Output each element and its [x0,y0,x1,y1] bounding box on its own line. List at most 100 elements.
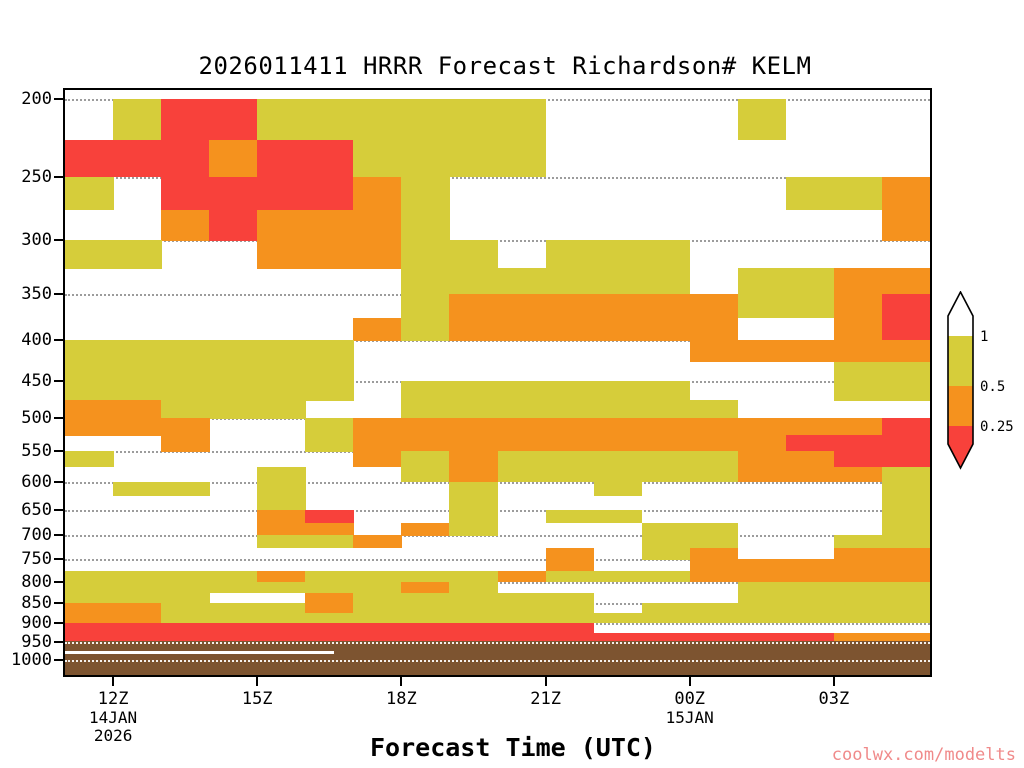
heatmap-cell [257,613,306,624]
heatmap-cell [497,603,547,614]
heatmap-cell [689,547,739,560]
heatmap-cell [449,400,499,419]
heatmap-cell [65,400,114,419]
heatmap-cell [305,209,354,241]
heatmap-cell [305,581,354,594]
heatmap-cell [449,495,499,511]
heatmap-cell [353,581,402,594]
heatmap-cell [353,451,402,468]
heatmap-cell [497,613,547,624]
heatmap-cell [545,451,595,468]
heatmap-cell [785,176,835,211]
heatmap-cell [449,632,499,643]
y-axis-label: 200 [21,88,52,109]
heatmap-cell [641,603,691,614]
surface-gridline-950 [65,641,930,644]
y-axis-tick [54,602,64,604]
heatmap-cell [881,603,930,614]
heatmap-cell [737,581,787,594]
heatmap-cell [545,592,595,604]
heatmap-cell [113,400,162,419]
heatmap-cell [593,570,643,583]
heatmap-cell [257,381,306,401]
heatmap-cell [833,361,883,382]
heatmap-cell [737,559,787,572]
y-axis-label: 1000 [11,649,52,670]
heatmap-cell [305,509,354,524]
y-axis-label: 700 [21,525,52,546]
heatmap-cell [305,139,354,178]
heatmap-cell [209,400,258,419]
heatmap-cell [641,268,691,295]
heatmap-cell [257,139,306,178]
gridline-700 [65,535,930,538]
heatmap-cell [545,559,595,572]
heatmap-cell [449,268,499,295]
heatmap-cell [209,613,258,624]
heatmap-cell [641,632,691,643]
heatmap-cell [257,570,306,583]
heatmap-cell [161,98,210,141]
heatmap-cell [113,139,162,178]
y-axis-tick [54,480,64,483]
heatmap-cell [881,535,930,549]
heatmap-cell [65,361,114,382]
heatmap-cell [65,592,114,604]
heatmap-cell [881,632,930,643]
heatmap-cell [257,176,306,211]
heatmap-cell [833,418,883,436]
heatmap-cell [449,435,499,452]
heatmap-cell [305,98,354,141]
heatmap-cell [161,435,210,452]
heatmap-cell [545,240,595,269]
heatmap-cell [833,293,883,319]
heatmap-cell [209,581,258,594]
heatmap-cell [65,603,114,614]
x-axis-tick [832,677,835,686]
gridline-250 [65,176,930,179]
heatmap-cell [449,481,499,497]
heatmap-cell [65,418,114,436]
x-axis-label: 15Z [241,689,273,709]
heatmap-cell [689,293,739,319]
heatmap-cell [785,293,835,319]
heatmap-cell [593,613,643,624]
heatmap-cell [689,603,739,614]
heatmap-cell [353,435,402,452]
heatmap-cell [113,240,162,269]
heatmap-cell [305,622,354,633]
heatmap-cell [257,522,306,536]
heatmap-cell [881,381,930,401]
x-axis-title: Forecast Time (UTC) [370,733,656,762]
heatmap-cell [689,317,739,341]
heatmap-cell [113,481,162,497]
y-axis-tick [54,380,64,383]
heatmap-cell [689,632,739,643]
heatmap-cell [833,632,883,643]
heatmap-cell [497,592,547,604]
y-axis-tick [54,558,64,561]
colorbar-label-1: 1 [980,329,989,345]
heatmap-cell [257,495,306,511]
heatmap-cell [833,340,883,363]
heatmap-cell [401,139,451,178]
heatmap-cell [449,98,499,141]
y-axis-tick [54,175,64,178]
heatmap-cell [641,535,691,549]
heatmap-cell [257,400,306,419]
heatmap-cell [689,559,739,572]
heatmap-cell [833,592,883,604]
heatmap-cell [497,435,547,452]
heatmap-cell [785,581,835,594]
heatmap-cell [641,293,691,319]
heatmap-cell [785,613,835,624]
heatmap-cell [881,592,930,604]
heatmap-cell [449,581,499,594]
y-axis-tick [54,292,64,295]
heatmap-cell [65,381,114,401]
heatmap-cell [833,435,883,452]
y-axis-label: 400 [21,330,52,351]
heatmap-cell [449,240,499,269]
heatmap-cell [449,418,499,436]
